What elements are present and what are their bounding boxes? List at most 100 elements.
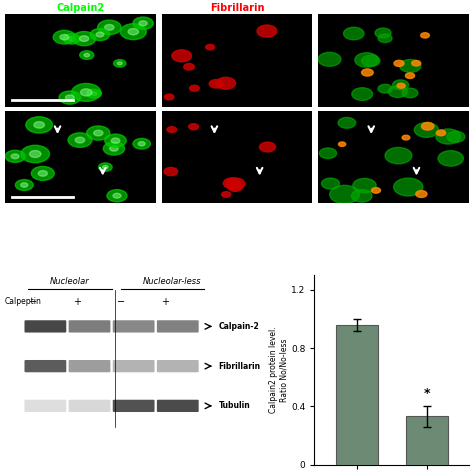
Circle shape xyxy=(5,150,25,163)
Y-axis label: Calpain2 protein level.
Ratio No/No-less: Calpain2 protein level. Ratio No/No-less xyxy=(269,327,288,413)
Circle shape xyxy=(11,154,19,159)
Circle shape xyxy=(172,50,191,62)
Circle shape xyxy=(344,27,364,40)
Circle shape xyxy=(416,191,427,198)
Circle shape xyxy=(21,145,49,163)
Circle shape xyxy=(378,84,392,93)
Circle shape xyxy=(411,61,421,66)
Text: −: − xyxy=(28,297,36,307)
Circle shape xyxy=(394,60,404,66)
Circle shape xyxy=(393,178,423,196)
Circle shape xyxy=(402,135,410,140)
Circle shape xyxy=(221,191,231,197)
Circle shape xyxy=(226,178,245,190)
Title: Fibrillarin: Fibrillarin xyxy=(210,3,264,13)
FancyBboxPatch shape xyxy=(69,360,110,372)
Circle shape xyxy=(385,147,412,164)
Circle shape xyxy=(26,117,53,133)
FancyBboxPatch shape xyxy=(113,320,155,333)
Circle shape xyxy=(90,28,110,41)
Circle shape xyxy=(68,37,75,41)
Circle shape xyxy=(80,36,89,41)
Circle shape xyxy=(99,163,112,171)
Circle shape xyxy=(392,80,409,90)
Circle shape xyxy=(421,33,429,38)
Circle shape xyxy=(105,134,126,147)
Circle shape xyxy=(113,193,121,198)
Circle shape xyxy=(15,180,33,191)
Circle shape xyxy=(111,138,120,143)
FancyBboxPatch shape xyxy=(25,360,66,372)
Text: Fibrillarin: Fibrillarin xyxy=(219,362,261,371)
Circle shape xyxy=(133,17,153,29)
Circle shape xyxy=(59,91,81,104)
Circle shape xyxy=(38,171,47,176)
Circle shape xyxy=(80,51,94,59)
Circle shape xyxy=(206,45,215,50)
Circle shape xyxy=(228,182,242,191)
Circle shape xyxy=(330,185,359,203)
FancyBboxPatch shape xyxy=(69,320,110,333)
Circle shape xyxy=(117,62,122,65)
Circle shape xyxy=(34,122,45,128)
Circle shape xyxy=(98,20,121,35)
Text: Nucleolar-less: Nucleolar-less xyxy=(143,277,201,286)
Circle shape xyxy=(73,31,96,46)
Circle shape xyxy=(388,86,407,98)
Circle shape xyxy=(139,21,147,26)
Circle shape xyxy=(190,85,199,91)
Circle shape xyxy=(397,83,405,88)
Circle shape xyxy=(436,129,461,144)
Circle shape xyxy=(164,94,174,100)
Circle shape xyxy=(65,95,74,100)
Circle shape xyxy=(167,127,176,133)
Circle shape xyxy=(107,190,127,202)
Circle shape xyxy=(352,88,373,100)
Circle shape xyxy=(421,122,434,130)
Text: Calpain-2: Calpain-2 xyxy=(219,322,259,331)
Text: −: − xyxy=(117,297,125,307)
Text: Nucleolar: Nucleolar xyxy=(50,277,90,286)
Circle shape xyxy=(105,25,114,30)
Circle shape xyxy=(438,151,464,166)
FancyBboxPatch shape xyxy=(69,400,110,412)
Circle shape xyxy=(114,60,126,67)
Circle shape xyxy=(362,69,373,76)
Circle shape xyxy=(216,77,236,89)
Circle shape xyxy=(53,30,75,44)
Circle shape xyxy=(96,32,104,37)
Circle shape xyxy=(209,80,223,88)
Circle shape xyxy=(31,166,54,181)
Circle shape xyxy=(378,34,392,43)
Circle shape xyxy=(91,92,97,95)
Text: Tubulin: Tubulin xyxy=(219,401,250,410)
Circle shape xyxy=(68,133,92,147)
Circle shape xyxy=(128,28,138,35)
Circle shape xyxy=(259,142,275,152)
Circle shape xyxy=(94,130,103,136)
Circle shape xyxy=(319,148,337,158)
Circle shape xyxy=(75,137,85,143)
Circle shape xyxy=(72,83,101,101)
Circle shape xyxy=(402,88,418,98)
Circle shape xyxy=(184,64,194,70)
Circle shape xyxy=(351,190,372,202)
FancyBboxPatch shape xyxy=(113,400,155,412)
Circle shape xyxy=(164,167,178,176)
Circle shape xyxy=(189,124,199,130)
Circle shape xyxy=(21,183,28,187)
Circle shape xyxy=(84,54,90,57)
Circle shape xyxy=(355,53,378,67)
Circle shape xyxy=(353,178,376,193)
Circle shape xyxy=(338,142,346,146)
Bar xyxy=(336,325,378,465)
Circle shape xyxy=(87,89,101,98)
FancyBboxPatch shape xyxy=(157,320,199,333)
Circle shape xyxy=(60,35,69,40)
FancyBboxPatch shape xyxy=(113,360,155,372)
FancyBboxPatch shape xyxy=(157,400,199,412)
Circle shape xyxy=(257,25,277,37)
Circle shape xyxy=(29,150,41,157)
Circle shape xyxy=(372,188,381,193)
Title: Calpain2: Calpain2 xyxy=(56,3,104,13)
